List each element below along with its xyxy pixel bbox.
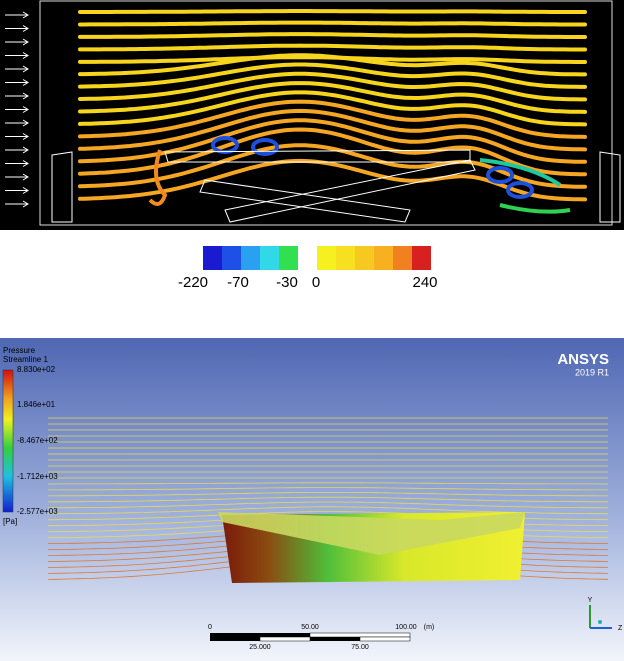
colorbar-swatch: [412, 246, 431, 270]
arrow: [5, 65, 29, 73]
streamline: [78, 108, 587, 152]
streamline: [148, 149, 168, 206]
vortex: [486, 166, 514, 184]
legend-label: -8.467e+02: [17, 436, 58, 445]
legend-subtitle: Streamline 1: [3, 355, 48, 364]
streamline: [47, 496, 608, 503]
arrow: [5, 79, 29, 86]
roof: [218, 512, 525, 555]
colorbar-label: -30: [276, 274, 298, 291]
arrow: [5, 146, 29, 154]
colorbar-swatch: [260, 246, 279, 270]
streamline: [48, 487, 608, 491]
roof-truss: [51, 149, 621, 223]
legend-title: Pressure: [3, 346, 36, 355]
streamline: [78, 62, 587, 89]
scale-bar: [210, 632, 411, 642]
colorbar-swatch: [317, 246, 336, 270]
inlet-arrows: [5, 11, 29, 208]
axis-label: Y: [588, 597, 593, 604]
legend-unit: [Pa]: [3, 517, 17, 526]
colorbar-swatch: [336, 246, 355, 270]
legend-label: -2.577e+03: [17, 507, 58, 516]
arrow: [5, 133, 29, 140]
streamline: [499, 203, 571, 214]
domain-border: [39, 0, 613, 226]
bottom-colorbar: [2, 369, 14, 513]
colorbar-swatch: [298, 246, 317, 270]
streamline: [78, 20, 587, 27]
vortex: [251, 138, 279, 156]
arrow: [5, 187, 29, 194]
arrow: [5, 52, 29, 59]
colorbar-swatch: [241, 246, 260, 270]
colorbar-swatch: [222, 246, 241, 270]
streamline: [48, 501, 608, 509]
colorbar-swatch: [203, 246, 222, 270]
scale-label: 0: [208, 624, 212, 631]
colorbar-swatch: [374, 246, 393, 270]
scale-label: 25.000: [249, 644, 271, 651]
legend-label: 8.830e+02: [17, 365, 56, 374]
colorbar-label: 0: [312, 274, 320, 291]
arrow: [5, 200, 29, 208]
colorbar-label: 240: [412, 274, 437, 291]
colorbar-label: -220: [178, 274, 208, 291]
colorbar-swatch: [393, 246, 412, 270]
streamline: [78, 90, 587, 127]
arrow: [5, 106, 29, 113]
vortex: [506, 181, 534, 199]
arrow: [5, 92, 29, 100]
streamline: [78, 118, 587, 164]
colorbar-swatch: [355, 246, 374, 270]
streamline: [78, 9, 587, 14]
brand-name: ANSYS: [557, 351, 609, 368]
arrow: [5, 119, 29, 127]
arrow: [5, 38, 29, 46]
streamline: [48, 482, 608, 485]
bottom-background: [0, 338, 624, 661]
axis-triad: [589, 605, 612, 629]
legend-label: 1.846e+01: [17, 400, 56, 409]
scale-label: 100.00: [395, 624, 417, 631]
arrow: [5, 160, 29, 167]
colorbar-swatch: [279, 246, 298, 270]
streamline: [78, 143, 587, 189]
arrow: [5, 25, 29, 32]
streamline: [78, 32, 587, 39]
streamline: [78, 99, 587, 139]
streamline: [78, 43, 587, 52]
streamline: [48, 492, 608, 497]
streamline: [78, 81, 587, 114]
legend-label: -1.712e+03: [17, 472, 58, 481]
colorbar-label: -70: [227, 274, 249, 291]
arrow: [5, 11, 29, 19]
brand-version: 2019 R1: [575, 367, 609, 377]
axis-label: Z: [618, 625, 623, 632]
scale-label: 50.00: [301, 624, 319, 631]
scale-unit: (m): [424, 624, 435, 631]
streamline: [78, 53, 587, 77]
top-streamlines: [78, 9, 587, 214]
scale-label: 75.00: [351, 644, 369, 651]
streamline: [78, 127, 587, 177]
streamline: [78, 71, 587, 102]
top-colorbar: -220 -70 -30 0 240: [178, 246, 438, 291]
arrow: [5, 173, 29, 181]
streamline: [479, 158, 562, 187]
